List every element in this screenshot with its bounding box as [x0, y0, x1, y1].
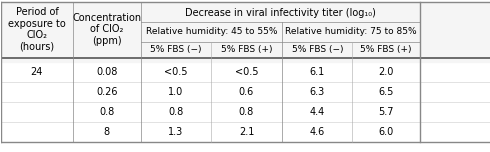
Text: Relative humidity: 45 to 55%: Relative humidity: 45 to 55% [146, 28, 277, 36]
Text: 2.1: 2.1 [239, 127, 254, 137]
Text: 0.26: 0.26 [96, 87, 118, 97]
Text: Concentration
of ClO₂
(ppm): Concentration of ClO₂ (ppm) [72, 13, 141, 46]
Text: <0.5: <0.5 [235, 67, 258, 77]
Text: 5% FBS (+): 5% FBS (+) [220, 45, 272, 54]
Text: 5% FBS (−): 5% FBS (−) [292, 45, 343, 54]
Text: 5% FBS (+): 5% FBS (+) [361, 45, 412, 54]
Text: Relative humidity: 75 to 85%: Relative humidity: 75 to 85% [286, 28, 417, 36]
Text: 6.5: 6.5 [378, 87, 394, 97]
Text: 6.3: 6.3 [310, 87, 325, 97]
Text: 1.3: 1.3 [168, 127, 183, 137]
Text: 5.7: 5.7 [378, 107, 394, 117]
Text: 0.8: 0.8 [99, 107, 114, 117]
Text: 1.0: 1.0 [168, 87, 183, 97]
Text: Period of
exposure to
ClO₂
(hours): Period of exposure to ClO₂ (hours) [8, 7, 66, 52]
Text: <0.5: <0.5 [164, 67, 187, 77]
Text: Decrease in viral infectivity titer (log₁₀): Decrease in viral infectivity titer (log… [185, 8, 376, 18]
Text: 6.1: 6.1 [310, 67, 325, 77]
Text: 0.6: 0.6 [239, 87, 254, 97]
Text: 0.8: 0.8 [168, 107, 183, 117]
Text: 2.0: 2.0 [378, 67, 394, 77]
Bar [1, 2, 490, 62]
Text: 4.6: 4.6 [310, 127, 325, 137]
Text: 5% FBS (−): 5% FBS (−) [150, 45, 201, 54]
Text: 6.0: 6.0 [379, 127, 394, 137]
Text: 0.08: 0.08 [96, 67, 118, 77]
Text: 24: 24 [31, 67, 43, 77]
Text: 0.8: 0.8 [239, 107, 254, 117]
Text: 8: 8 [104, 127, 110, 137]
Text: 4.4: 4.4 [310, 107, 325, 117]
